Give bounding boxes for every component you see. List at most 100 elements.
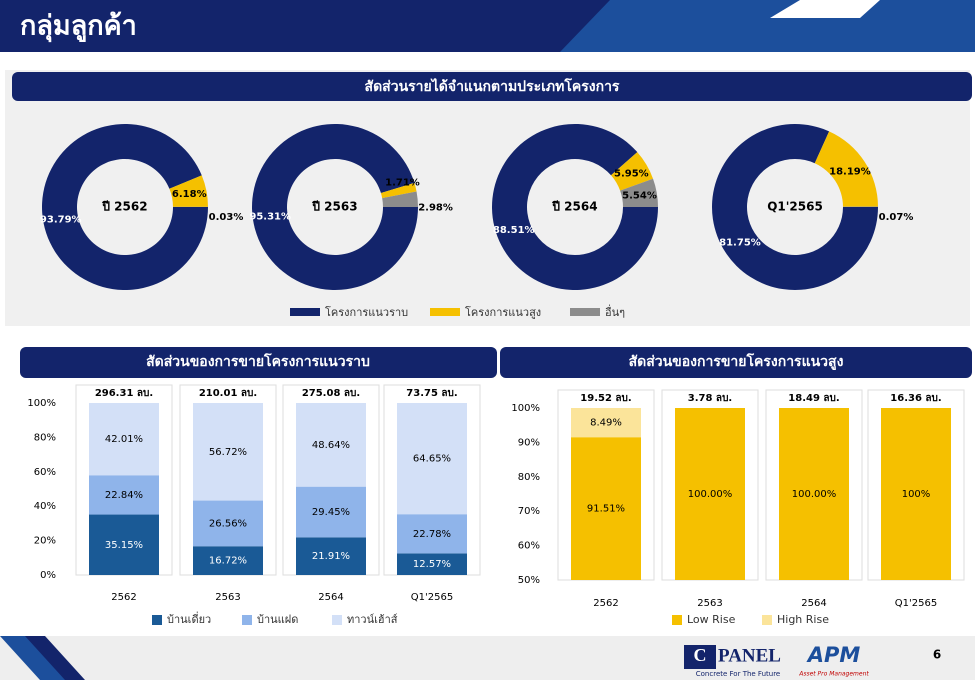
value-label: 22.84%	[105, 490, 143, 501]
y-tick-label: 20%	[34, 536, 56, 547]
legend-swatch	[762, 615, 772, 625]
total-label: 18.49 ลบ.	[788, 393, 839, 404]
value-label: 35.15%	[105, 540, 143, 551]
value-label: 48.64%	[312, 440, 350, 451]
section-title: สัดส่วนรายได้จำแนกตามประเภทโครงการ	[365, 77, 620, 95]
y-tick-label: 100%	[511, 403, 540, 414]
donut-center-label: ปี 2563	[312, 200, 358, 214]
total-label: 3.78 ลบ.	[688, 393, 732, 404]
value-label: 95.31%	[249, 212, 291, 223]
donut-slice	[380, 182, 417, 199]
x-tick-label: 2564	[801, 598, 826, 609]
donut-slice	[712, 124, 879, 291]
donut-slice	[620, 178, 658, 207]
x-tick-label: Q1'2565	[895, 598, 937, 609]
x-tick-label: 2564	[318, 592, 343, 603]
value-label: 26.56%	[209, 518, 247, 529]
value-label: 29.45%	[312, 507, 350, 518]
total-label: 73.75 ลบ.	[406, 388, 457, 399]
logo-text: PANEL	[718, 645, 781, 666]
legend-swatch	[242, 615, 252, 625]
legend-label: Low Rise	[687, 613, 736, 626]
page-number: 6	[933, 648, 941, 662]
value-label: 93.79%	[40, 215, 82, 226]
value-label: 64.65%	[413, 454, 451, 465]
legend-swatch	[290, 308, 320, 316]
x-tick-label: 2562	[593, 598, 618, 609]
logo-text: APM	[806, 643, 861, 667]
donut-slice	[169, 175, 208, 207]
value-label: 21.91%	[312, 551, 350, 562]
donut-slice	[814, 131, 878, 207]
donut-center-label: ปี 2564	[552, 200, 598, 214]
logo-tagline: Asset Pro Management	[798, 671, 869, 678]
bar-segment	[571, 408, 641, 438]
total-label: 210.01 ลบ.	[199, 388, 257, 399]
value-label: 8.49%	[590, 418, 622, 429]
y-tick-label: 50%	[518, 575, 540, 586]
legend-swatch	[332, 615, 342, 625]
bar-segment	[397, 514, 467, 554]
header-stripe	[560, 0, 975, 52]
legend-swatch	[672, 615, 682, 625]
value-label: 88.51%	[493, 225, 535, 236]
logo-box	[684, 645, 716, 669]
section-bar	[20, 347, 497, 378]
panel	[5, 70, 970, 326]
x-tick-label: 2563	[215, 592, 240, 603]
y-tick-label: 60%	[518, 541, 540, 552]
total-label: 19.52 ลบ.	[580, 393, 631, 404]
y-tick-label: 80%	[34, 432, 56, 443]
bar-segment	[296, 403, 366, 487]
donut-slice	[491, 123, 658, 290]
value-label: 2.98%	[418, 203, 453, 214]
bar-segment	[89, 403, 159, 476]
legend-swatch	[430, 308, 460, 316]
value-label: 5.95%	[614, 169, 649, 180]
bar-segment	[89, 475, 159, 515]
value-label: 100%	[902, 489, 931, 500]
bar-segment	[296, 486, 366, 538]
value-label: 56.72%	[209, 447, 247, 458]
legend-swatch	[152, 615, 162, 625]
y-tick-label: 80%	[518, 472, 540, 483]
value-label: 6.18%	[172, 189, 207, 200]
legend-label: โครงการแนวราบ	[325, 305, 408, 319]
value-label: 0.07%	[879, 212, 914, 223]
bar-segment	[193, 500, 263, 547]
y-tick-label: 60%	[34, 467, 56, 478]
section-bar	[500, 347, 972, 378]
x-tick-label: 2563	[697, 598, 722, 609]
value-label: 100.00%	[792, 489, 837, 500]
value-label: 0.03%	[209, 212, 244, 223]
donut-center-label: Q1'2565	[767, 200, 823, 214]
bar-segment	[193, 546, 263, 575]
value-label: 100.00%	[688, 489, 733, 500]
donut-slice	[251, 123, 418, 290]
value-label: 18.19%	[829, 166, 871, 177]
donut-center-label: ปี 2562	[102, 200, 148, 214]
value-label: 16.72%	[209, 556, 247, 567]
value-label: 1.71%	[385, 177, 420, 188]
donut-slice	[611, 152, 654, 191]
footer-band	[0, 636, 975, 680]
bar-segment	[397, 403, 467, 515]
y-tick-label: 40%	[34, 501, 56, 512]
total-label: 296.31 ลบ.	[95, 388, 153, 399]
y-tick-label: 0%	[40, 570, 56, 581]
total-label: 16.36 ลบ.	[890, 393, 941, 404]
page-title: กลุ่มลูกค้า	[20, 11, 137, 43]
legend-swatch	[570, 308, 600, 316]
value-label: 5.54%	[622, 191, 657, 202]
section-bar	[12, 72, 972, 101]
legend-label: บ้านแฝด	[257, 613, 298, 626]
value-label: 22.78%	[413, 529, 451, 540]
legend-label: High Rise	[777, 613, 829, 626]
x-tick-label: Q1'2565	[411, 592, 453, 603]
footer-stripe	[25, 636, 85, 680]
x-tick-label: 2562	[111, 592, 136, 603]
section-title: สัดส่วนของการขายโครงการแนวสูง	[629, 352, 844, 370]
legend-label: อื่นๆ	[605, 304, 625, 319]
